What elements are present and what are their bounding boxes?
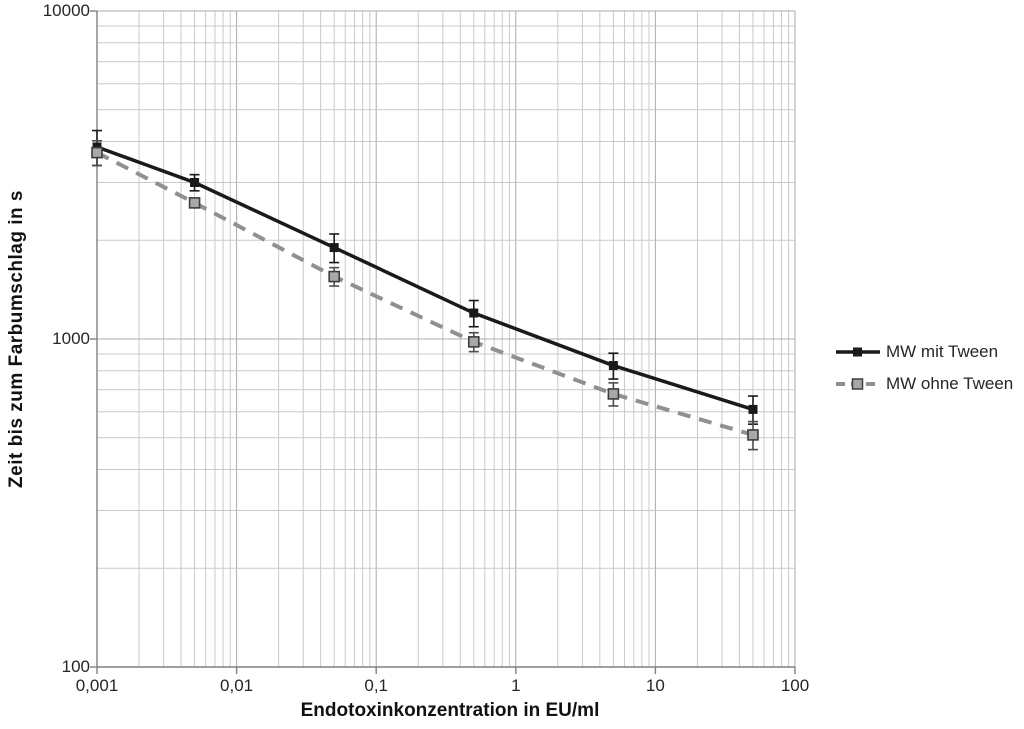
data-point-marker-mit-tween [329, 243, 339, 253]
x-axis-title: Endotoxinkonzentration in EU/ml [300, 700, 600, 721]
x-axis-tick-label: 10 [645, 676, 665, 695]
series-line-mit-tween [96, 145, 754, 412]
x-axis-tick-label: 0,001 [75, 676, 119, 695]
data-point-marker-ohne-tween [467, 336, 480, 348]
x-axis-tick-label: 100 [780, 676, 810, 695]
legend-sample-dashed-line-icon [836, 377, 880, 390]
data-point-marker-ohne-tween [607, 388, 620, 400]
x-axis-tick-label: 0,1 [364, 676, 389, 695]
data-point-marker-mit-tween [748, 404, 758, 414]
series-line-ohne-tween [96, 150, 754, 437]
legend-label-ohne-tween: MW ohne Tween [886, 373, 1014, 393]
legend-entry-mit-tween: MW mit Tween [835, 341, 1013, 362]
x-axis-tick-label: 1 [511, 676, 521, 695]
y-axis-tick-label: 1000 [52, 329, 90, 348]
legend-sample-solid-line-icon [836, 347, 880, 356]
data-point-marker-ohne-tween [328, 270, 340, 283]
y-axis-title: Zeit bis zum Farbumschlag in s [6, 190, 27, 488]
legend-entry-ohne-tween: MW ohne Tween [835, 373, 1013, 394]
data-point-marker-mit-tween [190, 178, 200, 188]
data-point-marker-ohne-tween [188, 197, 201, 209]
data-point-marker-mit-tween [608, 361, 618, 371]
x-axis-tick-label: 0,01 [220, 676, 254, 695]
data-point-marker-ohne-tween [747, 429, 759, 441]
data-point-marker-mit-tween [469, 308, 479, 318]
legend: MW mit Tween MW ohne Tween [835, 341, 1013, 405]
y-axis-tick-label: 10000 [42, 1, 90, 20]
data-point-marker-ohne-tween [91, 146, 103, 159]
y-axis-tick-label: 100 [61, 657, 90, 676]
legend-label-mit-tween: MW mit Tween [886, 341, 999, 361]
